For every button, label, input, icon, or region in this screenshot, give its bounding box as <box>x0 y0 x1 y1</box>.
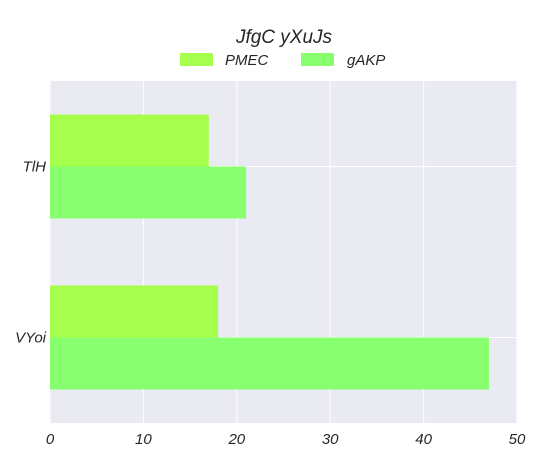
y-tick-label: VYoi <box>15 330 47 347</box>
legend-label-gakp: gAKP <box>347 52 385 69</box>
bar-gakp-vyoi <box>50 337 489 390</box>
x-tick-label: 20 <box>227 431 245 448</box>
bar-pmec-vyoi <box>50 285 219 338</box>
bars <box>50 114 489 390</box>
legend: PMEC gAKP <box>180 52 385 69</box>
legend-swatch-gakp <box>301 53 334 66</box>
x-tick-label: 30 <box>322 431 339 448</box>
x-tick-label: 10 <box>135 431 152 448</box>
y-tick-label: TlH <box>23 159 46 176</box>
chart-title: JfgC yXuJs <box>235 27 333 48</box>
x-tick-label: 40 <box>415 431 432 448</box>
bar-pmec-tlh <box>50 114 209 167</box>
x-tick-labels: 0 10 20 30 40 50 <box>46 431 526 448</box>
legend-swatch-pmec <box>180 53 213 66</box>
bar-gakp-tlh <box>50 166 247 219</box>
legend-label-pmec: PMEC <box>225 52 269 69</box>
x-tick-label: 0 <box>46 431 55 448</box>
y-tick-labels: TlH VYoi <box>15 159 47 347</box>
x-tick-label: 50 <box>509 431 526 448</box>
